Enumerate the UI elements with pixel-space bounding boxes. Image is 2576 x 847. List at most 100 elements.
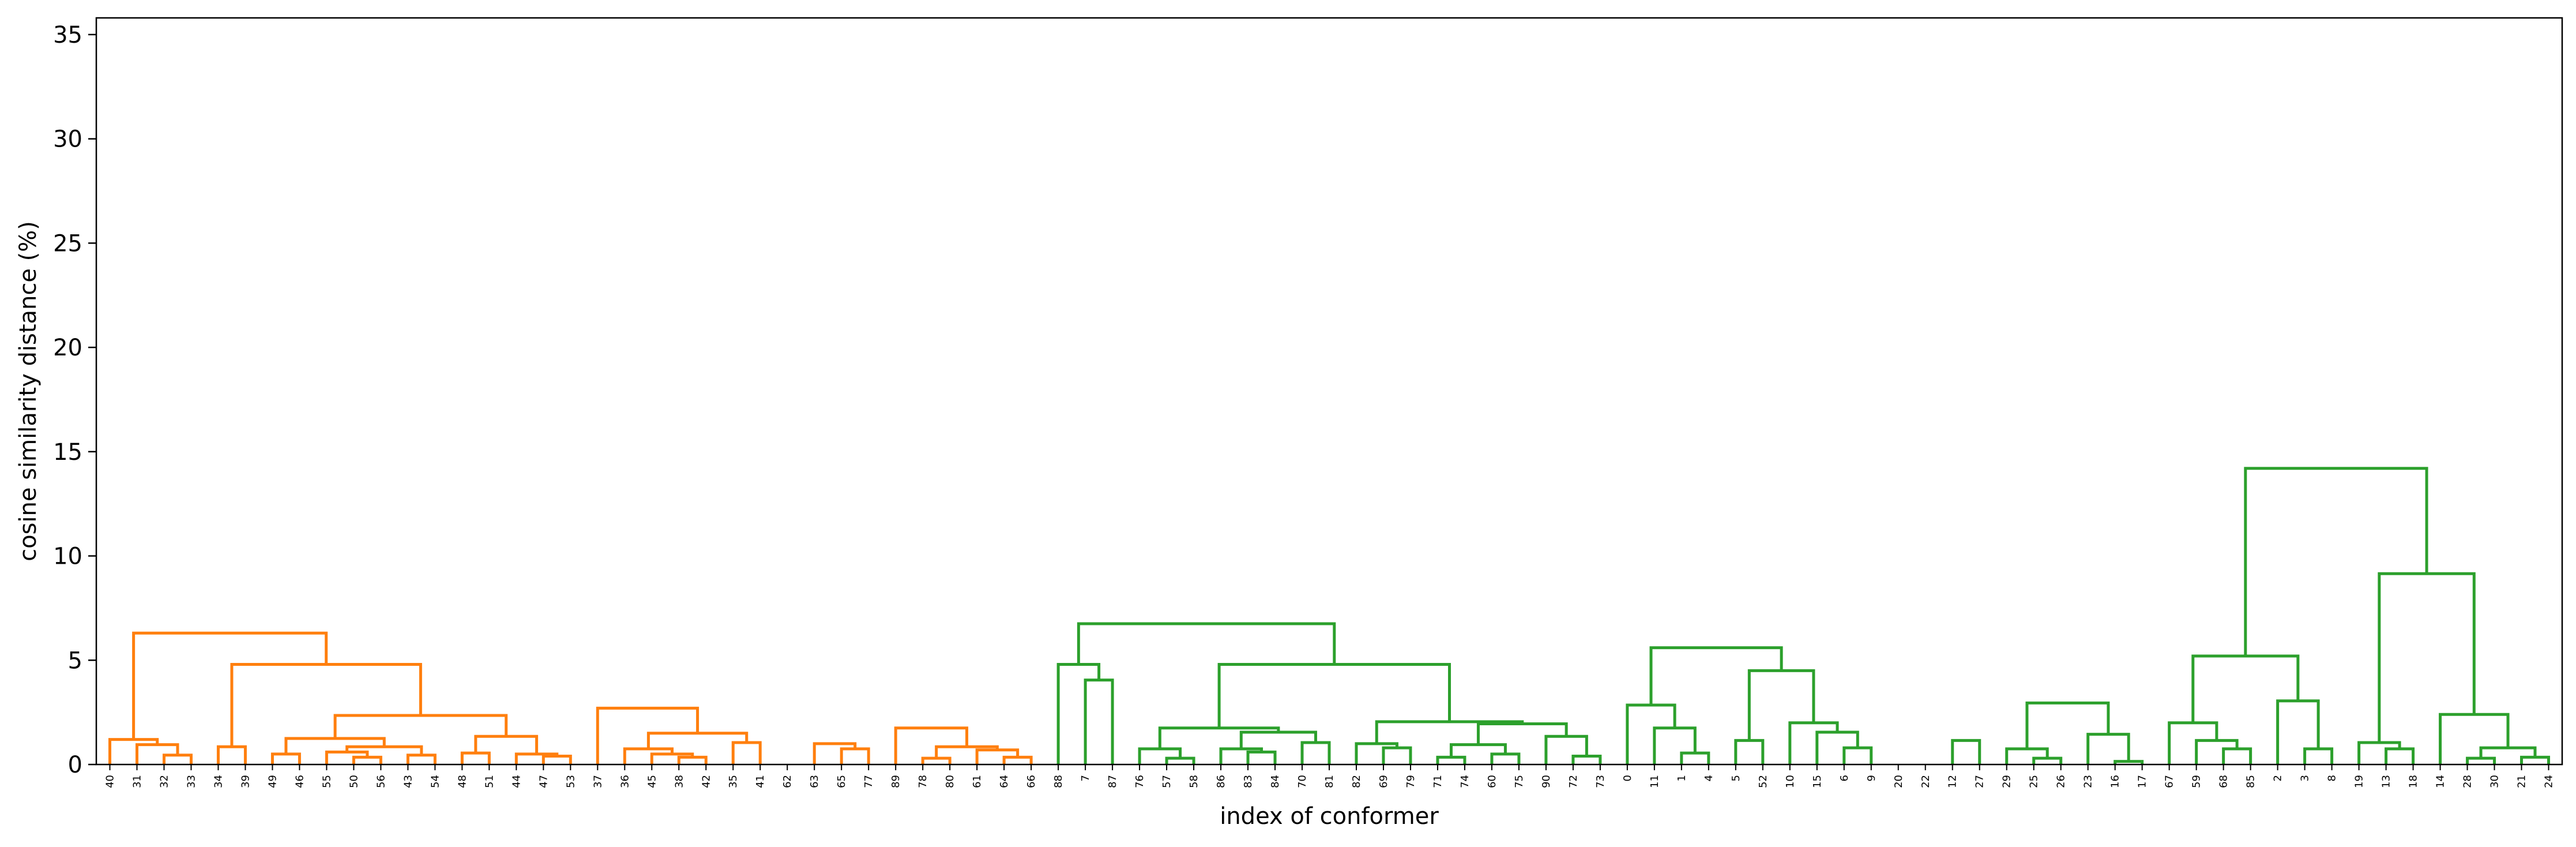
- leaf-label: 56: [375, 775, 387, 788]
- leaf-label: 89: [890, 775, 902, 788]
- x-axis-ticks: 40 31 32 33 34 39 49 46 55 50 56 43 54 48 51 44 47 53 37 36…: [104, 764, 2555, 788]
- leaf-label: 2: [2272, 775, 2284, 781]
- leaf-label: 41: [754, 775, 766, 788]
- leaf-label: 87: [1107, 775, 1119, 788]
- leaf-label: 81: [1323, 775, 1336, 788]
- dendrogram-link: [1951, 739, 1981, 764]
- leaf-label: 67: [2164, 775, 2176, 788]
- dendrogram-link: [270, 752, 301, 764]
- leaf-label: 55: [321, 775, 333, 788]
- leaf-label: 28: [2462, 775, 2474, 788]
- y-tick-label: 10: [53, 544, 82, 570]
- dendrogram-link: [1476, 722, 1568, 745]
- dendrogram-link: [677, 755, 708, 764]
- leaf-label: 6: [1838, 775, 1851, 781]
- leaf-label: 78: [917, 775, 929, 788]
- leaf-label: 38: [673, 775, 685, 788]
- leaf-label: 8: [2326, 775, 2338, 781]
- leaf-label: 86: [1215, 775, 1227, 788]
- y-tick-label: 20: [53, 335, 82, 361]
- y-tick-label: 5: [68, 647, 82, 674]
- dendrogram-link: [1436, 755, 1466, 764]
- leaf-label: 45: [646, 775, 658, 788]
- dendrogram-link: [1158, 726, 1280, 749]
- dendrogram-link: [2276, 699, 2320, 764]
- leaf-label: 31: [131, 775, 143, 788]
- leaf-label: 49: [266, 775, 279, 788]
- leaf-label: 18: [2408, 775, 2420, 788]
- dendrogram-link: [2032, 756, 2063, 764]
- leaf-label: 12: [1947, 775, 1959, 788]
- dendrogram-link: [1788, 721, 1839, 764]
- leaf-label: 51: [483, 775, 495, 788]
- leaf-label: 71: [1432, 775, 1444, 788]
- leaf-label: 59: [2191, 775, 2203, 788]
- dendrogram-link: [935, 745, 999, 759]
- leaf-label: 34: [212, 775, 224, 788]
- leaf-label: 13: [2381, 775, 2393, 788]
- y-tick-label: 35: [53, 22, 82, 48]
- leaf-label: 0: [1622, 775, 1634, 781]
- dendrogram-link: [2114, 760, 2144, 764]
- leaf-label: 16: [2109, 775, 2122, 788]
- leaf-label: 83: [1242, 775, 1254, 788]
- leaf-label: 21: [2516, 775, 2528, 788]
- leaf-label: 84: [1269, 775, 1281, 788]
- leaf-label: 19: [2353, 775, 2366, 788]
- leaf-label: 24: [2543, 775, 2555, 788]
- dendrogram-link: [2520, 755, 2551, 764]
- dendrogram-link: [650, 752, 694, 764]
- leaf-label: 70: [1296, 775, 1308, 788]
- dendrogram-link: [352, 755, 382, 764]
- dendrogram-link: [345, 745, 423, 755]
- leaf-label: 61: [971, 775, 983, 788]
- dendrogram-link: [1747, 669, 1815, 741]
- dendrogram-link: [108, 738, 159, 764]
- leaf-label: 23: [2082, 775, 2094, 788]
- dendrogram-link: [514, 752, 559, 764]
- leaf-label: 69: [1378, 775, 1390, 788]
- dendrogram-link: [1165, 756, 1195, 764]
- dendrogram-link: [2168, 721, 2218, 764]
- leaf-label: 5: [1730, 775, 1742, 781]
- dendrogram-link: [813, 742, 857, 764]
- dendrogram-link: [132, 631, 328, 740]
- leaf-label: 57: [1161, 775, 1173, 788]
- leaf-label: 32: [158, 775, 170, 788]
- leaf-label: 82: [1351, 775, 1363, 788]
- leaf-label: 63: [808, 775, 821, 788]
- dendrogram-link: [216, 745, 247, 764]
- leaf-label: 15: [1811, 775, 1823, 788]
- leaf-label: 33: [185, 775, 197, 788]
- dendrogram-link: [596, 706, 700, 764]
- dendrogram-link: [284, 737, 386, 754]
- leaf-label: 80: [944, 775, 956, 788]
- leaf-label: 17: [2137, 775, 2149, 788]
- leaf-label: 44: [510, 775, 522, 788]
- dendrogram-links: [108, 467, 2551, 764]
- y-tick-label: 0: [68, 752, 82, 778]
- dendrogram-link: [921, 756, 952, 764]
- leaf-label: 68: [2218, 775, 2230, 788]
- leaf-label: 29: [2001, 775, 2013, 788]
- leaf-label: 3: [2299, 775, 2311, 781]
- dendrogram-link: [894, 726, 969, 764]
- y-tick-label: 25: [53, 230, 82, 257]
- leaf-label: 65: [836, 775, 848, 788]
- leaf-label: 58: [1188, 775, 1200, 788]
- leaf-label: 9: [1866, 775, 1878, 781]
- x-axis-title: index of conformer: [1220, 803, 1439, 830]
- dendrogram-link: [1077, 622, 1336, 665]
- leaf-label: 88: [1052, 775, 1065, 788]
- dendrogram-link: [1626, 703, 1676, 764]
- leaf-label: 50: [348, 775, 360, 788]
- leaf-label: 37: [592, 775, 604, 788]
- leaf-label: 74: [1459, 775, 1471, 788]
- y-tick-label: 30: [53, 126, 82, 153]
- leaf-label: 85: [2245, 775, 2257, 788]
- leaf-label: 25: [2028, 775, 2040, 788]
- leaf-label: 62: [781, 775, 794, 788]
- leaf-label: 52: [1757, 775, 1769, 788]
- dendrogram-link: [2466, 756, 2496, 764]
